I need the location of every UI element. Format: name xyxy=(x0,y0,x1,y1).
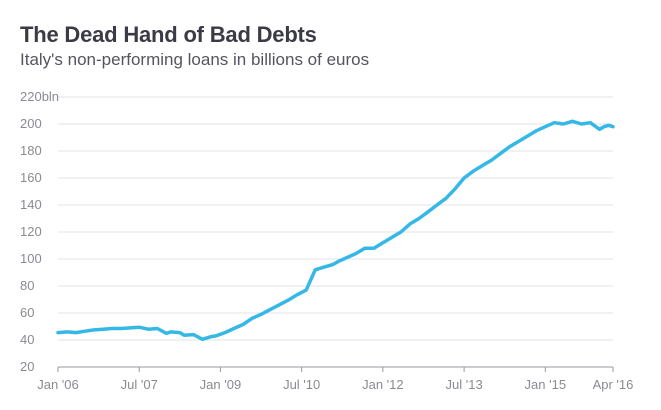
x-tick-label: Jan '15 xyxy=(525,377,567,392)
chart-title: The Dead Hand of Bad Debts xyxy=(20,22,317,47)
x-tick-label: Jul '07 xyxy=(121,377,158,392)
y-tick-label: 40 xyxy=(20,332,34,347)
x-tick-label: Jan '09 xyxy=(200,377,242,392)
x-tick-label: Jan '12 xyxy=(362,377,404,392)
y-tick-label: 120 xyxy=(20,224,42,239)
x-tick-label: Apr '16 xyxy=(593,377,634,392)
y-tick-label: 80 xyxy=(20,278,34,293)
y-tick-label: 160 xyxy=(20,170,42,185)
y-tick-label: 180 xyxy=(20,143,42,158)
y-tick-label: 60 xyxy=(20,305,34,320)
chart-subtitle: Italy's non-performing loans in billions… xyxy=(20,50,370,69)
x-tick-label: Jul '10 xyxy=(283,377,320,392)
x-tick-label: Jan '06 xyxy=(37,377,79,392)
series-line xyxy=(56,119,615,342)
y-tick-label: 200 xyxy=(20,116,42,131)
y-tick-label: 220bln xyxy=(20,89,59,104)
y-tick-label: 100 xyxy=(20,251,42,266)
y-tick-label: 140 xyxy=(20,197,42,212)
y-tick-label: 20 xyxy=(20,359,34,374)
x-tick-label: Jul '13 xyxy=(446,377,483,392)
